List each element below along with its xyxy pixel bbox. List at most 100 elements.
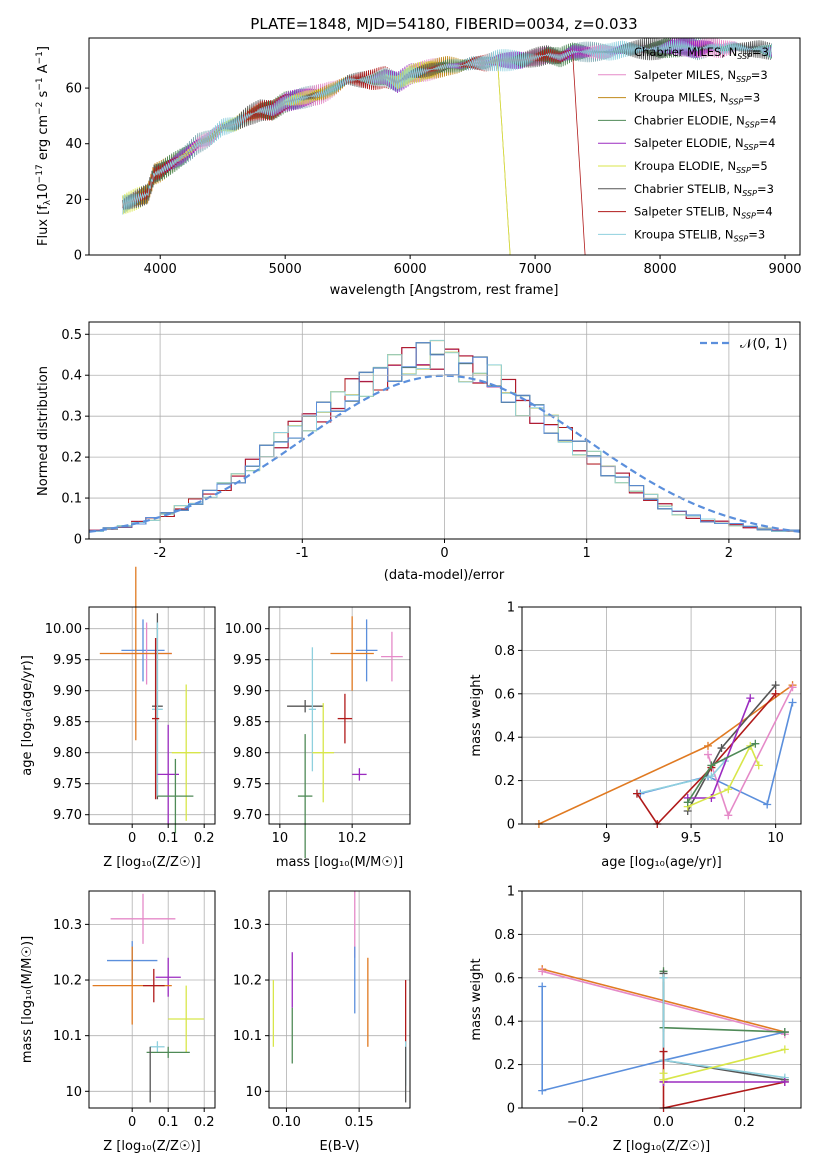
x-axis-label: age [log₁₀(age/yr)] [601, 855, 722, 870]
weight-point-marker [659, 1047, 668, 1056]
weight-point-marker [754, 761, 763, 770]
y-tick-label: 40 [65, 137, 82, 152]
weight-point-marker [771, 681, 780, 690]
x-tick-label: 0 [440, 546, 448, 561]
legend-entry-value: =5 [751, 159, 768, 173]
y-tick-label: 1 [507, 885, 515, 900]
y-tick-label: 0.2 [61, 451, 82, 466]
weight-series-line [662, 1051, 785, 1108]
spectrum-ticks: 4000 5000 6000 7000 8000 9000 0 20 40 60 [65, 82, 801, 277]
y-axis-label-part: A [36, 64, 51, 77]
y-tick-label: 9.70 [53, 808, 82, 823]
legend-entry-subscript: SSP [742, 189, 757, 198]
y-tick-label: 10.2 [53, 974, 82, 989]
x-tick-label: 0 [128, 1115, 136, 1130]
y-tick-label: 0 [74, 533, 82, 548]
y-tick-label: 9.85 [233, 715, 262, 730]
spectrum-panel: PLATE=1848, MJD=54180, FIBERID=0034, z=0… [35, 15, 802, 298]
y-tick-label: 9.70 [233, 808, 262, 823]
weight-point-marker [788, 698, 797, 707]
weight-point-marker [538, 967, 547, 976]
legend-entry-value: =3 [752, 45, 769, 59]
x-tick-label: 0.2 [194, 831, 215, 846]
weight-point-marker [707, 761, 716, 770]
y-axis-label-part: λ [43, 199, 53, 205]
x-tick-label: 0.2 [734, 1115, 755, 1130]
legend-entry-value: =3 [751, 68, 768, 82]
axes-frame [521, 890, 802, 1109]
x-tick-label: 8000 [644, 262, 677, 277]
y-tick-label: 0 [74, 249, 82, 264]
weight-point-marker [780, 1028, 789, 1037]
y-tick-label: 10.00 [45, 622, 82, 637]
weight-point-marker [771, 689, 780, 698]
x-tick-label: 10 [767, 831, 784, 846]
legend-entry: Kroupa ELODIE, NSSP=5 [634, 159, 768, 175]
y-tick-label: 0.8 [494, 928, 515, 943]
y-axis-label-part: Flux [f [36, 205, 51, 246]
y-tick-label: 9.75 [233, 777, 262, 792]
spectrum-axes-frame [88, 37, 801, 256]
axes-frame [88, 606, 216, 825]
y-tick-label: 9.95 [233, 653, 262, 668]
y-tick-label: 9.75 [53, 777, 82, 792]
x-tick-label: 0.15 [345, 1115, 374, 1130]
mass-weight-vs-age-panel: 9 9.5 10 0 0.2 0.4 0.6 0.8 1 age [log₁₀(age/yr)] m… [469, 601, 802, 870]
histogram-y-axis-label: Normed distribution [36, 366, 51, 496]
legend-entry-text: Chabrier STELIB, N [634, 182, 742, 196]
y-axis-label-part: 10 [36, 183, 51, 200]
legend-entry-value: =3 [743, 91, 760, 105]
weight-point-marker [717, 744, 726, 753]
weight-point-marker [683, 798, 692, 807]
age-vs-mass-panel: 10 10.2 9.70 9.75 9.80 9.85 9.90 9.95 10.00 mass … [225, 606, 411, 870]
age-vs-Z-panel: 0 0.1 0.2 9.70 9.75 9.80 9.85 9.90 9.95 10.00 Z [l… [20, 566, 216, 870]
legend-entry-text: Salpeter MILES, N [634, 68, 736, 82]
y-tick-label: 10.00 [225, 622, 262, 637]
legend-entry-subscript: SSP [744, 143, 759, 152]
x-tick-label: −0.2 [567, 1115, 599, 1130]
y-tick-label: 9.90 [53, 684, 82, 699]
weight-point-marker [763, 800, 772, 809]
x-axis-label: Z [log₁₀(Z/Z☉)] [613, 1139, 710, 1154]
legend-entry-subscript: SSP [736, 75, 751, 84]
legend-entry: Chabrier MILES, NSSP=3 [634, 45, 769, 61]
legend-entry-value: =3 [748, 227, 765, 241]
legend-entry-text: Kroupa ELODIE, N [634, 159, 736, 173]
y-tick-label: 9.85 [53, 715, 82, 730]
x-axis-label: mass [log₁₀(M/M☉)] [276, 855, 403, 870]
x-tick-label: 10.2 [338, 831, 367, 846]
legend-entry-value: =4 [758, 136, 775, 150]
legend-entry: Chabrier STELIB, NSSP=3 [634, 182, 774, 198]
y-axis-label-part: −17 [35, 164, 45, 183]
spectrum-y-axis-label: Flux [fλ10−17 erg cm−2 s−1 A−1] [35, 46, 53, 246]
weight-series-line [541, 986, 785, 1092]
legend-entry-value: =3 [757, 182, 774, 196]
legend-entry: Kroupa STELIB, NSSP=3 [634, 227, 765, 243]
legend-entry-subscript: SSP [737, 52, 752, 61]
legend-entry-subscript: SSP [745, 120, 760, 129]
y-tick-label: 10.1 [233, 1029, 262, 1044]
legend-entry: Kroupa MILES, NSSP=3 [634, 91, 760, 107]
legend-entry-value: =4 [760, 113, 777, 127]
y-tick-label: 9.80 [233, 746, 262, 761]
legend-entry: Salpeter MILES, NSSP=3 [634, 68, 768, 84]
weight-point-marker [780, 1045, 789, 1054]
mass-vs-Z-panel: 0 0.1 0.2 10 10.1 10.2 10.3 Z [log₁₀(Z/Z☉)] mass… [20, 890, 216, 1154]
spectrum-x-axis-label: wavelength [Angstrom, rest frame] [330, 283, 559, 298]
weight-point-marker [659, 1075, 668, 1084]
spectrum-series-line [122, 55, 772, 255]
legend-entry-text: Salpeter STELIB, N [634, 205, 741, 219]
mass-weight-vs-Z-panel: −0.2 0.0 0.2 0 0.2 0.4 0.6 0.8 1 Z [log₁₀(Z/Z☉)] m… [469, 885, 802, 1154]
y-tick-label: 10.3 [233, 918, 262, 933]
y-tick-label: 20 [65, 193, 82, 208]
weight-series-line [636, 693, 777, 824]
weight-point-marker [707, 772, 716, 781]
x-tick-label: 1 [583, 546, 591, 561]
y-tick-label: 0 [507, 1102, 515, 1117]
y-tick-label: 60 [65, 82, 82, 97]
x-tick-label: 0.1 [158, 831, 179, 846]
x-tick-label: 5000 [269, 262, 302, 277]
legend-entry-text: Kroupa MILES, N [634, 91, 729, 105]
